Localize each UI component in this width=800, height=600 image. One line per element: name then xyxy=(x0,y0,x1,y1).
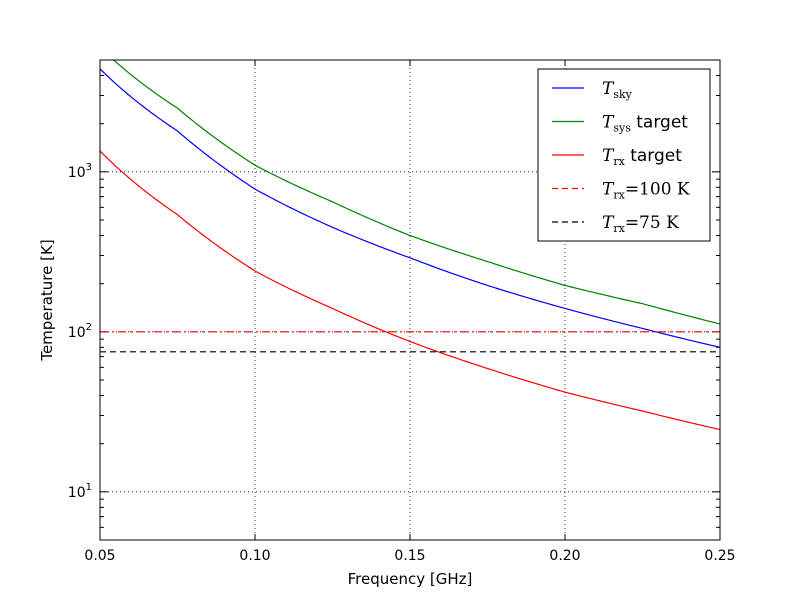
legend: Tsky Tsys target Trx target Trx=100 K Trx=75… xyxy=(537,68,711,242)
legend-label-tsky: Tsky xyxy=(602,79,633,101)
series-group xyxy=(100,60,720,431)
y-tick-label: 103 xyxy=(68,162,92,181)
series-line-tsys xyxy=(112,60,720,325)
y-tick-label: 101 xyxy=(68,482,92,501)
series-line-tsky xyxy=(100,68,720,348)
legend-label-trx: Trx target xyxy=(602,146,682,168)
y-axis-label: Temperature [K] xyxy=(38,239,56,361)
x-tick-label: 0.10 xyxy=(239,548,270,564)
legend-label-trx100: Trx=100 K xyxy=(602,180,690,202)
legend-label-trx75: Trx=75 K xyxy=(602,213,679,235)
x-tick-label: 0.20 xyxy=(549,548,580,564)
plot-frame xyxy=(99,59,721,541)
series-line-trx xyxy=(100,150,720,431)
y-tick-label: 102 xyxy=(68,322,92,341)
x-axis-label: Frequency [GHz] xyxy=(348,570,473,588)
legend-label-tsys: Tsys target xyxy=(602,113,688,135)
x-tick-label: 0.25 xyxy=(704,548,735,564)
x-tick-label: 0.15 xyxy=(394,548,425,564)
x-tick-label: 0.05 xyxy=(84,548,115,564)
